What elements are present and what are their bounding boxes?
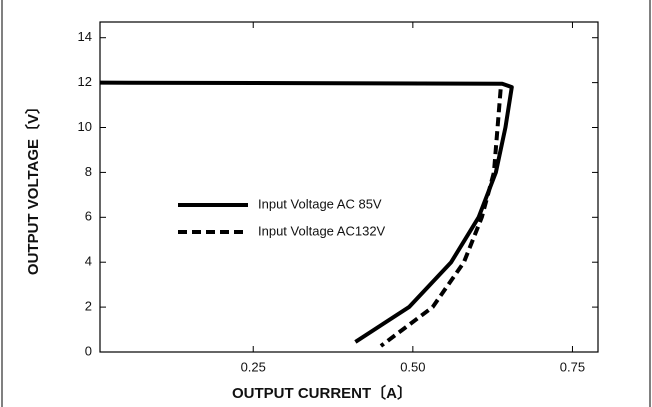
line-series — [379, 89, 503, 348]
legend-label: Input Voltage AC132V — [258, 223, 386, 238]
plot-frame — [99, 21, 599, 353]
y-tick-label: 4 — [85, 254, 92, 269]
line-series — [99, 80, 514, 344]
y-axis-title: OUTPUT VOLTAGE〔V〕 — [24, 99, 42, 275]
y-tick-label: 8 — [85, 164, 92, 179]
y-tick-label: 14 — [78, 29, 92, 44]
y-tick-label: 2 — [85, 299, 92, 314]
y-tick-label: 10 — [78, 119, 92, 134]
x-tick-label: 0.50 — [400, 359, 425, 374]
y-tick-label: 12 — [78, 74, 92, 89]
x-tick-label: 0.75 — [560, 359, 585, 374]
y-tick-label: 6 — [85, 209, 92, 224]
y-tick-label: 0 — [85, 343, 92, 358]
x-axis-title: OUTPUT CURRENT〔A〕 — [232, 384, 412, 402]
x-tick-label: 0.25 — [241, 359, 266, 374]
legend-label: Input Voltage AC 85V — [258, 196, 382, 211]
